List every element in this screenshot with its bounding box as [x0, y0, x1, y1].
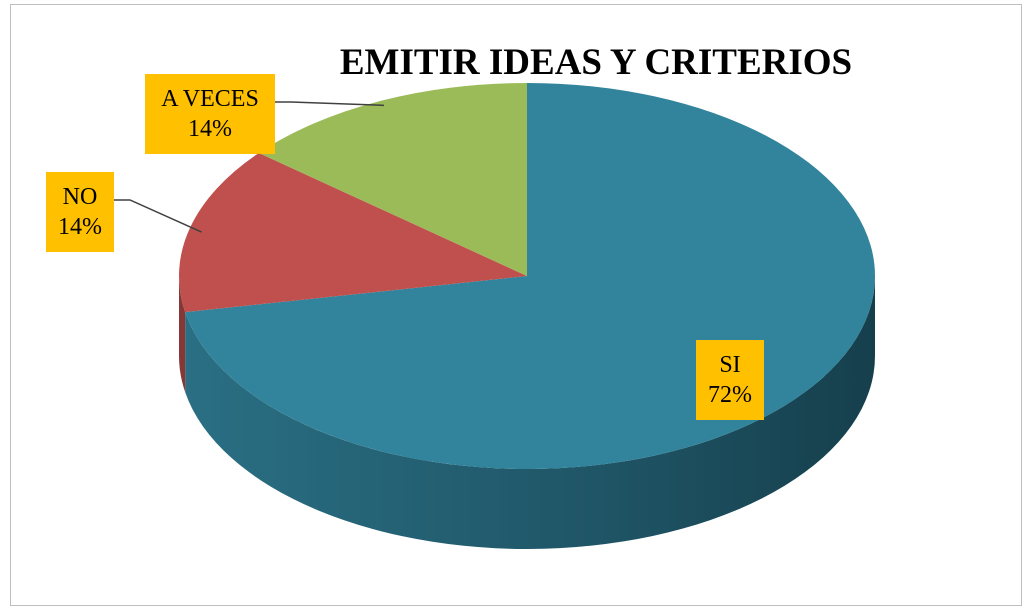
- slice-side-no: [179, 276, 186, 393]
- data-label-category-si: SI: [719, 352, 740, 378]
- data-label-category-a-veces: A VECES: [161, 86, 259, 112]
- data-label-box-si: [696, 340, 764, 420]
- data-label-category-no: NO: [63, 184, 98, 210]
- data-label-box-no: [46, 172, 114, 252]
- data-label-value-no: 14%: [58, 214, 102, 240]
- pie-slice-no: [178, 152, 527, 313]
- slice-side-si: [185, 276, 875, 550]
- chart-title: EMITIR IDEAS Y CRITERIOS: [340, 42, 852, 83]
- data-label-box-a-veces: [145, 74, 275, 154]
- data-label-value-si: 72%: [708, 382, 752, 408]
- data-label-value-a-veces: 14%: [188, 116, 232, 142]
- pie-slice-a-veces: [258, 83, 527, 276]
- leader-line-no: [114, 199, 202, 233]
- leader-line-a-veces: [275, 101, 384, 107]
